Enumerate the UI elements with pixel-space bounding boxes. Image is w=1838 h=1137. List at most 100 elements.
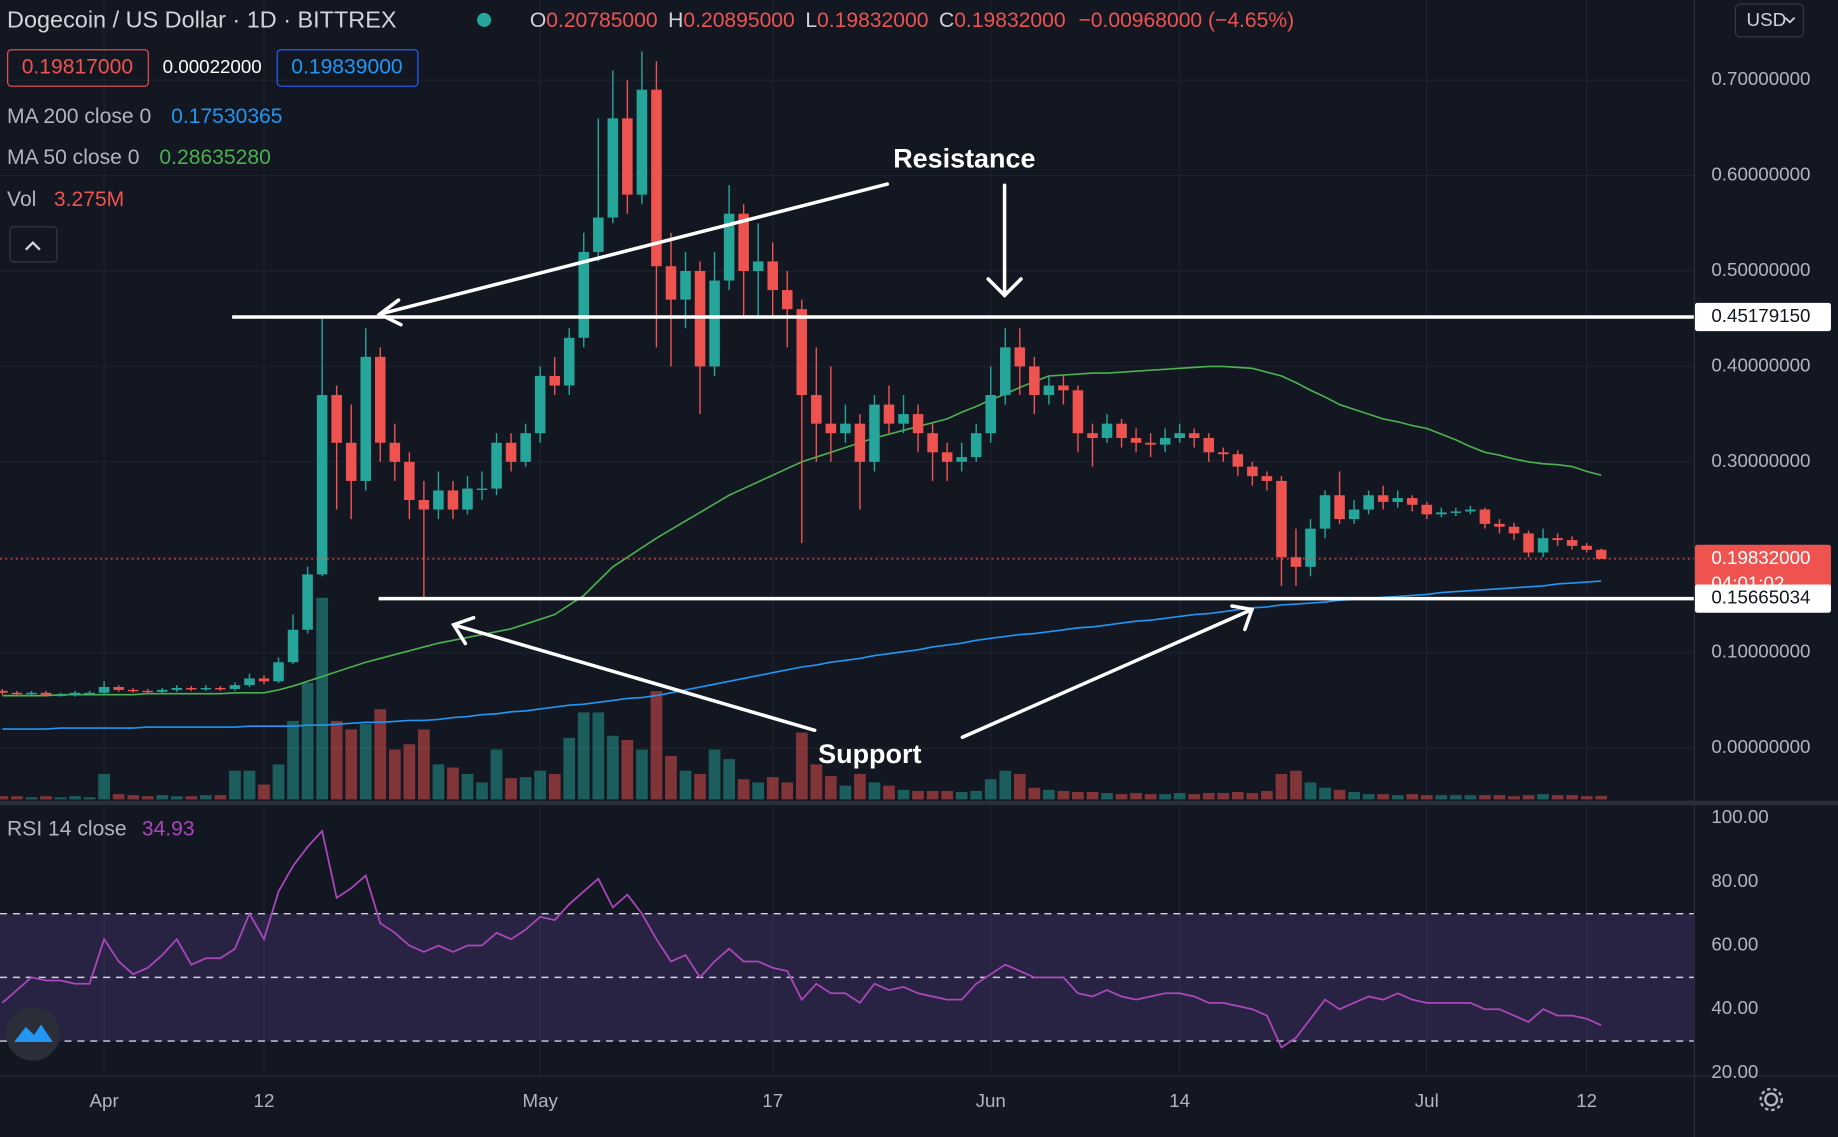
candle-body [1072,390,1084,434]
volume-bar [40,796,52,800]
x-tick-label: May [522,1090,558,1111]
candle-body [1421,504,1433,515]
ohlc-label: L [805,9,817,32]
arrow [378,182,890,316]
spread: 0.00022000 [163,56,262,77]
ma50-value: 0.28635280 [159,146,270,169]
gear-teeth[interactable] [1759,1087,1783,1112]
volume-bar [606,735,619,800]
candle-body [1014,347,1026,367]
volume-bar [824,776,837,800]
candle-body [447,490,459,510]
volume-bar [694,773,706,800]
logo-mark[interactable] [14,1024,53,1043]
candle-body [520,433,531,462]
volume-bar [229,770,241,800]
price-label: 0.15665034 [1711,587,1810,608]
arrow-head [376,298,403,327]
candle-body [476,488,488,490]
sell-price[interactable]: 0.19817000 [22,56,133,79]
buy-box[interactable] [276,49,419,87]
volume-bar [1028,787,1041,800]
y-tick-label: 0.50000000 [1711,259,1810,280]
volume-bar [1391,795,1404,800]
candle-body [1581,545,1592,550]
collapse-icon[interactable] [24,240,41,251]
candle-body [651,89,662,267]
candle-body [11,692,23,695]
candle-body [1508,526,1520,534]
drawings [376,182,1255,740]
volume-bar [810,764,823,800]
volume-bar [11,796,23,800]
candle-body [40,692,52,695]
candle-body [287,629,299,663]
candle-body [1261,476,1273,481]
volume-bar [883,785,895,800]
x-tick-label: Jul [1415,1090,1439,1111]
candle-body [534,375,546,434]
candle-body [1334,495,1345,520]
candle-body [1087,433,1098,438]
candle-body [636,89,648,195]
candle-body [1232,454,1244,467]
x-tick-label: 12 [254,1090,275,1111]
candle-body [0,690,8,693]
volume-bar [272,764,285,800]
volume-bar [287,720,299,800]
candle-body [999,347,1011,396]
y-tick-label: 100.00 [1711,806,1768,827]
price-label-box [1694,302,1831,332]
volume-bar [301,682,314,800]
currency-label[interactable]: USD [1747,9,1787,30]
currency-caret[interactable] [1784,16,1796,24]
candle-body [1203,437,1215,453]
annotation: Support [818,739,921,769]
candle-body [869,404,880,462]
volume-bar [897,789,910,800]
currency-button[interactable] [1734,3,1804,38]
ma200-value: 0.17530365 [171,105,282,128]
volume-bar [708,749,721,800]
volume-bar [548,773,561,800]
volume-bar [1362,794,1375,800]
volume-bar [69,796,81,800]
volume-bar [127,795,140,800]
buy-price[interactable]: 0.19839000 [291,56,402,79]
y-tick-label: 0.40000000 [1711,354,1810,375]
sell-box[interactable] [7,49,149,87]
candle-body [723,213,735,281]
candle-body [171,687,183,690]
volume-bar [912,790,924,800]
candle-body [1436,512,1447,515]
candle-body [1174,433,1185,438]
volume-bar [679,770,692,800]
volume-bar [1333,789,1346,800]
volume-bar [636,749,648,800]
y-tick-label: 0.60000000 [1711,164,1810,185]
volume-bar [461,773,474,800]
volume-bar [316,597,328,800]
candle-body [113,687,124,690]
candle-body [186,687,197,690]
volume-bar [388,749,401,800]
price-label-box [1694,584,1831,613]
annotation: Resistance [893,144,1035,174]
volume-bar [141,796,154,800]
volume-bar [1595,795,1608,800]
gear-hub[interactable] [1764,1092,1779,1107]
candle-body [1058,385,1069,391]
rsi-band [0,913,1694,1042]
y-tick-label: 0.00000000 [1711,736,1810,757]
candle-body [709,280,720,367]
candle-body [1363,495,1374,510]
candle-body [767,261,778,291]
candle-body [258,678,270,682]
candle-body [26,692,37,695]
candle-body [316,395,328,575]
volume-bar [1159,794,1172,800]
volume-bar [359,724,372,800]
candle-body [418,500,430,510]
candle-body [1465,509,1476,512]
settings-icon[interactable] [1759,1087,1783,1112]
